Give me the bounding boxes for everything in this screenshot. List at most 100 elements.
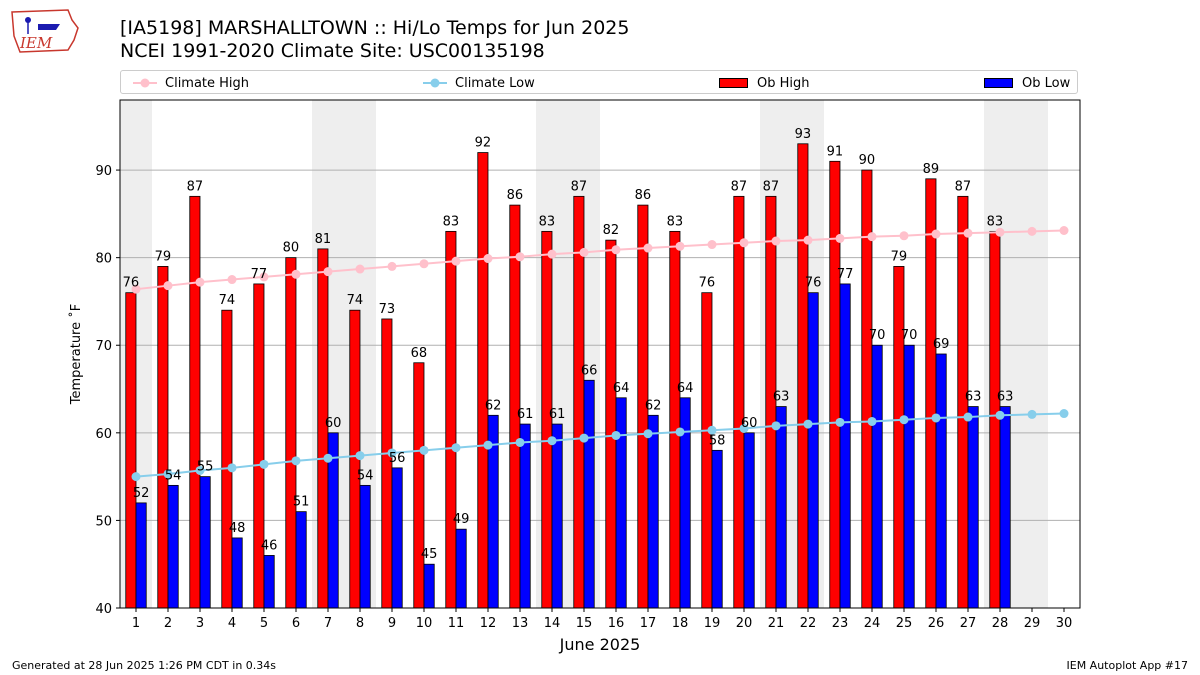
x-tick-label: 22 (800, 616, 817, 631)
ob-low-label: 62 (645, 398, 662, 413)
climate-low-point (515, 437, 525, 447)
climate-low-point (835, 417, 845, 427)
climate-low-point (803, 419, 813, 429)
legend: Climate High Climate Low Ob High Ob Low (120, 70, 1078, 94)
ob-high-label: 87 (571, 179, 588, 194)
x-tick-label: 25 (896, 616, 913, 631)
iem-logo: IEM (8, 6, 80, 58)
ob-low-bar (967, 406, 979, 609)
ob-high-label: 86 (507, 188, 524, 203)
x-tick-label: 29 (1024, 616, 1041, 631)
ob-low-label: 70 (869, 328, 886, 343)
generated-note: Generated at 28 Jun 2025 1:26 PM CDT in … (12, 659, 277, 672)
climate-high-point (227, 275, 237, 285)
ob-low-label: 61 (549, 407, 566, 422)
climate-low-point (675, 427, 685, 437)
climate-high-point (163, 281, 173, 291)
ob-high-bar (157, 266, 169, 609)
x-tick-label: 20 (736, 616, 753, 631)
ob-high-label: 79 (155, 249, 172, 264)
ob-low-bar (391, 467, 403, 609)
ob-low-label: 58 (709, 433, 726, 448)
ob-low-label: 63 (997, 390, 1014, 405)
climate-high-point (771, 236, 781, 246)
x-tick-label: 26 (928, 616, 945, 631)
climate-high-point (931, 229, 941, 239)
ob-low-label: 48 (229, 521, 246, 536)
ob-high-label: 83 (443, 214, 460, 229)
ob-high-label: 90 (859, 153, 876, 168)
x-tick-label: 4 (228, 616, 236, 631)
climate-low-point (771, 421, 781, 431)
legend-climate-low: Climate Low (423, 74, 535, 92)
climate-high-point (515, 252, 525, 262)
x-tick-label: 30 (1056, 616, 1073, 631)
ob-low-label: 56 (389, 451, 406, 466)
ob-low-label: 60 (325, 416, 342, 431)
ob-high-label: 74 (219, 293, 236, 308)
climate-low-point (579, 433, 589, 443)
ob-low-bar (999, 406, 1011, 609)
climate-high-point (259, 272, 269, 282)
climate-high-point (355, 264, 365, 274)
ob-low-label: 76 (805, 276, 822, 291)
ob-low-bar-swatch (984, 78, 1013, 88)
ob-low-label: 62 (485, 398, 502, 413)
climate-low-point (931, 413, 941, 423)
ob-high-label: 80 (283, 241, 300, 256)
y-axis-title: Temperature ˚F (68, 304, 84, 405)
climate-low-point (707, 425, 717, 435)
x-tick-label: 16 (608, 616, 625, 631)
legend-climate-high: Climate High (133, 74, 249, 92)
x-tick-label: 17 (640, 616, 657, 631)
x-tick-label: 9 (388, 616, 396, 631)
climate-low-point (163, 469, 173, 479)
climate-high-point (995, 227, 1005, 237)
ob-low-label: 64 (613, 381, 630, 396)
x-tick-label: 8 (356, 616, 364, 631)
legend-label: Climate Low (455, 75, 535, 91)
x-tick-label: 19 (704, 616, 721, 631)
ob-high-bar (477, 152, 489, 609)
climate-high-point (1027, 226, 1037, 236)
climate-low-point (195, 465, 205, 475)
ob-high-label: 79 (891, 249, 908, 264)
weekend-shade (1016, 100, 1048, 608)
legend-label: Ob High (757, 75, 810, 91)
ob-high-bar (285, 257, 297, 609)
ob-low-label: 54 (165, 468, 182, 483)
ob-high-label: 92 (475, 136, 492, 151)
ob-low-label: 63 (773, 390, 790, 405)
ob-high-label: 82 (603, 223, 620, 238)
x-tick-label: 18 (672, 616, 689, 631)
ob-high-bar (413, 362, 425, 609)
ob-high-label: 76 (699, 276, 716, 291)
y-tick-label: 50 (95, 514, 112, 529)
x-tick-label: 2 (164, 616, 172, 631)
x-tick-label: 12 (480, 616, 497, 631)
ob-high-label: 76 (123, 276, 140, 291)
ob-low-bar (903, 344, 915, 609)
y-tick-label: 40 (95, 602, 112, 617)
climate-low-point (867, 416, 877, 426)
ob-low-label: 64 (677, 381, 694, 396)
climate-low-point (387, 448, 397, 458)
app-label: IEM Autoplot App #17 (1066, 659, 1189, 672)
ob-high-bar (925, 178, 937, 609)
ob-high-label: 83 (667, 214, 684, 229)
climate-high-point (291, 269, 301, 279)
ob-high-bar (893, 266, 905, 609)
x-tick-label: 13 (512, 616, 529, 631)
ob-low-label: 69 (933, 337, 950, 352)
climate-high-point (483, 254, 493, 264)
climate-high-point (1059, 226, 1069, 236)
x-tick-label: 1 (132, 616, 140, 631)
ob-low-label: 54 (357, 468, 374, 483)
ob-high-label: 86 (635, 188, 652, 203)
ob-low-bar (455, 528, 467, 609)
legend-label: Climate High (165, 75, 250, 91)
x-tick-label: 6 (292, 616, 300, 631)
plot-frame (119, 99, 1081, 609)
climate-high-point (547, 249, 557, 259)
ob-low-label: 45 (421, 547, 438, 562)
